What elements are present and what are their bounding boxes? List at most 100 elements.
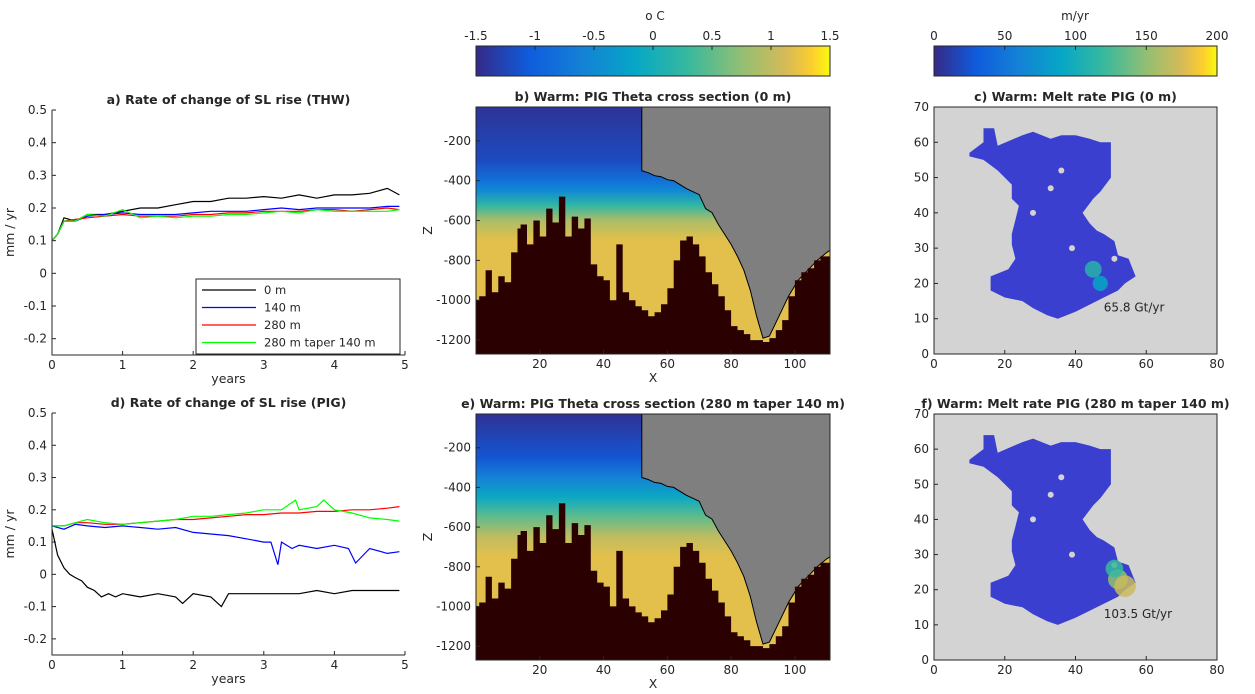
series-line-280-m-taper-140-m — [52, 499, 400, 527]
legend-box — [195, 278, 401, 355]
y-tick-label: -600 — [444, 214, 471, 228]
x-tick-label: 20 — [532, 663, 547, 677]
ice-shelf — [641, 413, 831, 645]
y-tick-label: 20 — [914, 276, 929, 290]
legend-label: 280 m taper 140 m — [264, 336, 376, 350]
region-gap — [1069, 245, 1075, 252]
panel-e-theta-cross-section: e) Warm: PIG Theta cross section (280 m … — [420, 396, 845, 691]
legend-label: 280 m — [264, 318, 301, 332]
x-tick-label: 40 — [596, 663, 611, 677]
colorbar-temperature-label: o C — [645, 9, 665, 23]
axes-box — [475, 413, 831, 661]
y-tick-label: 60 — [914, 442, 929, 456]
y-tick-label: -0.2 — [24, 632, 47, 646]
colorbar-tick-label: 0 — [649, 29, 657, 43]
melt-total-annotation: 65.8 Gt/yr — [1104, 301, 1165, 315]
y-tick-label: 0.5 — [28, 103, 47, 117]
y-axis-label: Z — [420, 226, 435, 235]
panel-b-theta-cross-section: b) Warm: PIG Theta cross section (0 m) 20… — [420, 89, 831, 385]
x-tick-label: 0 — [930, 357, 938, 371]
colorbar-tick-label: 0.5 — [702, 29, 721, 43]
y-tick-label: -200 — [444, 134, 471, 148]
y-tick-label: 40 — [914, 512, 929, 526]
x-tick-label: 20 — [997, 357, 1012, 371]
y-tick-label: 0.3 — [28, 471, 47, 485]
y-tick-label: 0.5 — [28, 406, 47, 420]
y-tick-label: -800 — [444, 560, 471, 574]
y-tick-label: -0.2 — [24, 332, 47, 346]
melt-hotspot — [1105, 559, 1124, 578]
melt-hotspot — [1092, 275, 1108, 291]
colorbar-tick-label: 200 — [1206, 29, 1229, 43]
y-tick-label: 0 — [921, 653, 929, 667]
y-tick-label: 70 — [914, 100, 929, 114]
panel-d-pig-line-chart: d) Rate of change of SL rise (PIG) 0 1 2 3 4 5… — [2, 395, 409, 686]
x-tick-label: 1 — [119, 658, 127, 672]
melt-total-annotation: 103.5 Gt/yr — [1104, 607, 1172, 621]
y-tick-label: 0.2 — [28, 503, 47, 517]
y-tick-label: 10 — [914, 312, 929, 326]
region-gap — [1030, 516, 1036, 523]
axes-box — [475, 106, 831, 355]
y-tick-label: 20 — [914, 583, 929, 597]
x-tick-label: 80 — [1209, 357, 1224, 371]
x-axis-label: years — [211, 671, 245, 686]
y-tick-label: -400 — [444, 174, 471, 188]
y-tick-label: 0.4 — [28, 438, 47, 452]
x-tick-label: 0 — [48, 358, 56, 372]
bedrock — [476, 503, 830, 660]
x-tick-label: 0 — [930, 663, 938, 677]
colorbar-tick-label: -1 — [529, 29, 541, 43]
x-tick-label: 80 — [1209, 663, 1224, 677]
legend-label: 0 m — [264, 283, 286, 297]
x-tick-label: 5 — [401, 358, 409, 372]
y-axis-label: mm / yr — [2, 207, 17, 257]
y-tick-label: 0.4 — [28, 136, 47, 150]
series-line-280-m-taper-140-m — [51, 208, 400, 242]
region-gap — [1058, 167, 1065, 174]
x-axis-label: X — [649, 676, 658, 691]
x-axis-label: years — [211, 371, 245, 386]
y-tick-label: -1000 — [436, 599, 471, 613]
x-tick-label: 2 — [189, 358, 197, 372]
y-axis-label: Z — [420, 533, 435, 542]
x-tick-label: 1 — [119, 358, 127, 372]
colorbar-tick-label: 1 — [767, 29, 775, 43]
y-tick-label: -200 — [444, 441, 471, 455]
y-tick-label: 0.2 — [28, 201, 47, 215]
x-tick-label: 5 — [401, 658, 409, 672]
panel-title: c) Warm: Melt rate PIG (0 m) — [974, 89, 1177, 104]
x-tick-label: 60 — [660, 663, 675, 677]
colorbar-tick-label: 50 — [997, 29, 1012, 43]
y-tick-label: -600 — [444, 520, 471, 534]
y-tick-label: 70 — [914, 407, 929, 421]
melt-region — [969, 435, 1136, 625]
y-tick-label: -1200 — [436, 639, 471, 653]
y-tick-label: 0 — [39, 266, 47, 280]
plot-area — [52, 413, 405, 655]
x-tick-label: 80 — [723, 663, 738, 677]
x-axis-label: X — [649, 370, 658, 385]
region-gap — [1047, 491, 1054, 498]
x-tick-label: 0 — [48, 658, 56, 672]
bedrock — [476, 196, 830, 354]
y-tick-label: -1000 — [436, 293, 471, 307]
panel-title: a) Rate of change of SL rise (THW) — [107, 92, 351, 107]
x-tick-label: 40 — [1068, 357, 1083, 371]
x-tick-label: 20 — [997, 663, 1012, 677]
colorbar-tick-label: 150 — [1135, 29, 1158, 43]
region-gap — [1047, 185, 1054, 192]
y-tick-label: -0.1 — [24, 299, 47, 313]
x-tick-label: 2 — [189, 658, 197, 672]
region-gap — [1058, 474, 1065, 481]
x-tick-label: 60 — [1139, 357, 1154, 371]
region-gap — [1111, 255, 1118, 262]
x-tick-label: 40 — [596, 357, 611, 371]
x-tick-label: 4 — [331, 358, 339, 372]
legend-label: 140 m — [264, 301, 301, 315]
ice-shelf — [641, 106, 831, 339]
colorbar-melt: m/yr 0 50 100 150 200 — [930, 9, 1229, 77]
x-tick-label: 100 — [783, 663, 806, 677]
y-tick-label: 30 — [914, 241, 929, 255]
